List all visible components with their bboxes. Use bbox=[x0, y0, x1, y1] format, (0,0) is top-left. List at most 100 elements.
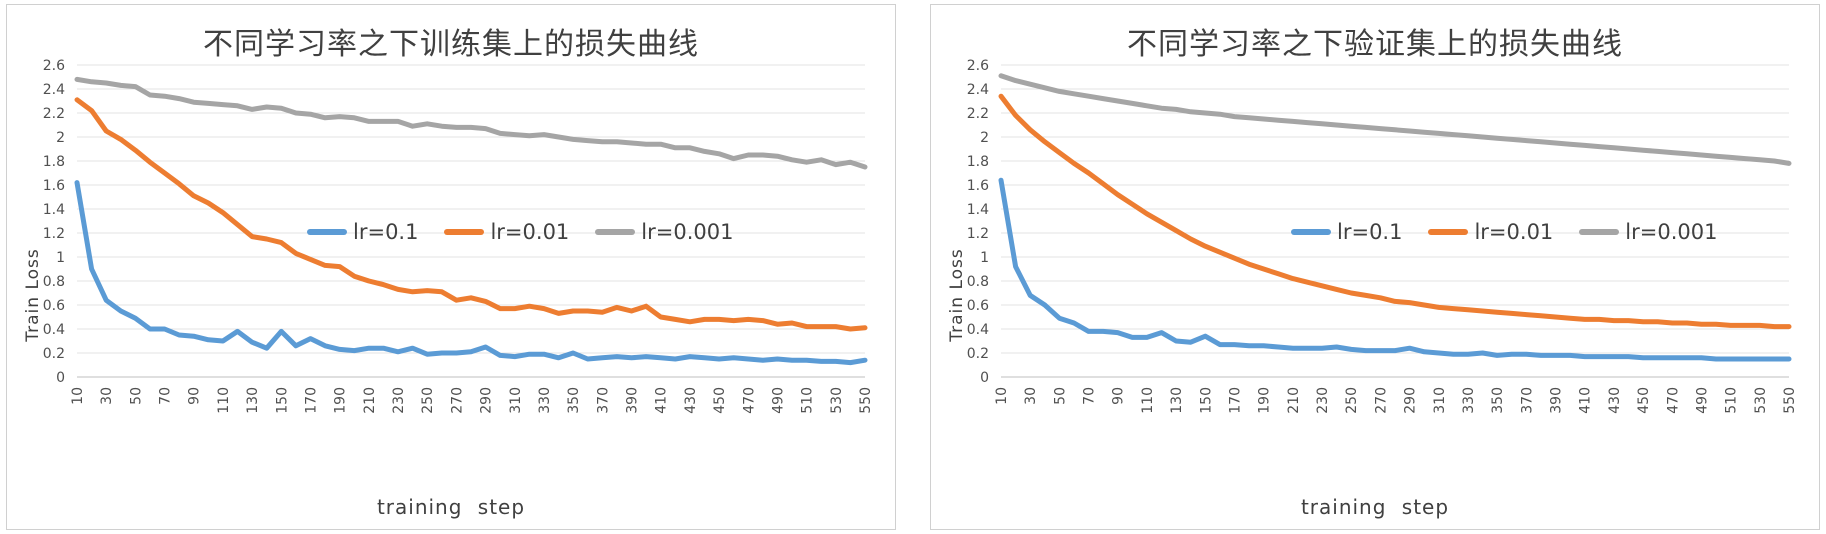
x-tick-label: 490 bbox=[770, 387, 786, 414]
chart-title: 不同学习率之下训练集上的损失曲线 bbox=[203, 27, 699, 62]
y-tick-label: 2.4 bbox=[43, 82, 65, 98]
y-tick-label: 1.2 bbox=[967, 226, 989, 242]
legend-label: lr=0.01 bbox=[490, 220, 570, 244]
series-line bbox=[74, 76, 868, 170]
x-tick-label: 90 bbox=[187, 387, 203, 405]
x-tick-label: 450 bbox=[1636, 387, 1652, 414]
train-loss-chart: 不同学习率之下训练集上的损失曲线 Train Loss training ste… bbox=[6, 4, 896, 530]
x-tick-label: 390 bbox=[1549, 387, 1565, 414]
x-tick-label: 290 bbox=[479, 387, 495, 414]
x-tick-label: 70 bbox=[1082, 387, 1098, 405]
x-tick-label: 270 bbox=[449, 387, 465, 414]
y-tick-label: 0.6 bbox=[967, 298, 989, 314]
legend-item: lr=0.01 bbox=[444, 220, 569, 244]
y-tick-label: 1.4 bbox=[967, 202, 989, 218]
y-tick-label: 0 bbox=[980, 370, 989, 386]
legend-label: lr=0.001 bbox=[641, 220, 734, 244]
x-tick-label: 470 bbox=[741, 387, 757, 414]
x-tick-label: 510 bbox=[800, 387, 816, 414]
legend-item: lr=0.01 bbox=[1428, 220, 1553, 244]
series-line bbox=[998, 73, 1792, 166]
x-axis-label: training step bbox=[376, 495, 526, 519]
x-tick-label: 490 bbox=[1694, 387, 1710, 414]
y-tick-label: 2 bbox=[56, 130, 65, 146]
x-tick-label: 10 bbox=[994, 387, 1010, 405]
y-tick-label: 0 bbox=[56, 370, 65, 386]
y-tick-label: 2.4 bbox=[967, 82, 989, 98]
x-tick-label: 230 bbox=[1315, 387, 1331, 414]
x-tick-label: 310 bbox=[508, 387, 524, 414]
legend: lr=0.1 lr=0.01 lr=0.001 bbox=[307, 220, 759, 244]
x-tick-label: 410 bbox=[654, 387, 670, 414]
x-tick-label: 430 bbox=[1607, 387, 1623, 414]
y-tick-label: 2.6 bbox=[43, 58, 65, 74]
y-tick-label: 2.2 bbox=[43, 106, 65, 122]
x-tick-label: 350 bbox=[566, 387, 582, 414]
x-tick-label: 370 bbox=[1519, 387, 1535, 414]
series-line bbox=[998, 93, 1792, 330]
y-tick-label: 0.2 bbox=[43, 346, 65, 362]
chart-plot: 0 0.2 0.4 0.6 0.8 1 1.2 1.4 1.6 1.8 2 2.2 2.4 2.6 10 30… bbox=[967, 58, 1798, 414]
y-tick-label: 1.6 bbox=[43, 178, 65, 194]
legend-item: lr=0.001 bbox=[1579, 220, 1717, 244]
x-tick-label: 210 bbox=[1286, 387, 1302, 414]
y-tick-label: 1.6 bbox=[967, 178, 989, 194]
y-tick-label: 1 bbox=[980, 250, 989, 266]
x-tick-label: 550 bbox=[1782, 387, 1798, 414]
y-tick-label: 1.2 bbox=[43, 226, 65, 242]
x-tick-label: 390 bbox=[625, 387, 641, 414]
x-tick-label: 130 bbox=[245, 387, 261, 414]
series-line bbox=[74, 180, 868, 366]
x-tick-label: 310 bbox=[1432, 387, 1448, 414]
legend: lr=0.1 lr=0.01 lr=0.001 bbox=[1291, 220, 1743, 244]
y-tick-label: 0.8 bbox=[967, 274, 989, 290]
legend-label: lr=0.1 bbox=[1337, 220, 1403, 244]
x-tick-label: 330 bbox=[1461, 387, 1477, 414]
x-tick-label: 110 bbox=[1140, 387, 1156, 414]
x-tick-label: 90 bbox=[1111, 387, 1127, 405]
y-tick-label: 2.6 bbox=[967, 58, 989, 74]
x-tick-label: 230 bbox=[391, 387, 407, 414]
legend-label: lr=0.001 bbox=[1625, 220, 1718, 244]
x-tick-label: 430 bbox=[683, 387, 699, 414]
legend-item: lr=0.1 bbox=[1291, 220, 1402, 244]
series-line bbox=[998, 177, 1792, 362]
y-tick-label: 0.2 bbox=[967, 346, 989, 362]
x-tick-label: 250 bbox=[420, 387, 436, 414]
chart-plot: 0 0.2 0.4 0.6 0.8 1 1.2 1.4 1.6 1.8 2 2.2 2.4 2.6 10 30… bbox=[43, 58, 874, 414]
y-tick-label: 2.2 bbox=[967, 106, 989, 122]
y-tick-label: 1 bbox=[56, 250, 65, 266]
legend-item: lr=0.001 bbox=[595, 220, 733, 244]
y-tick-label: 1.8 bbox=[967, 154, 989, 170]
y-tick-label: 0.8 bbox=[43, 274, 65, 290]
x-tick-label: 170 bbox=[303, 387, 319, 414]
y-tick-label: 0.6 bbox=[43, 298, 65, 314]
legend-label: lr=0.1 bbox=[353, 220, 419, 244]
legend-swatch bbox=[595, 229, 636, 235]
y-tick-label: 0.4 bbox=[43, 322, 65, 338]
x-tick-label: 550 bbox=[858, 387, 874, 414]
x-axis-label: training step bbox=[1300, 495, 1450, 519]
x-tick-label: 110 bbox=[216, 387, 232, 414]
x-tick-label: 350 bbox=[1490, 387, 1506, 414]
x-tick-label: 190 bbox=[333, 387, 349, 414]
x-tick-label: 150 bbox=[1198, 387, 1214, 414]
legend-swatch bbox=[307, 229, 347, 235]
x-tick-label: 530 bbox=[1753, 387, 1769, 414]
x-tick-label: 30 bbox=[1023, 387, 1039, 405]
legend-swatch bbox=[1428, 229, 1469, 235]
x-tick-label: 170 bbox=[1227, 387, 1243, 414]
x-tick-label: 410 bbox=[1578, 387, 1594, 414]
chart-title: 不同学习率之下验证集上的损失曲线 bbox=[1127, 27, 1623, 62]
validation-loss-chart: 不同学习率之下验证集上的损失曲线 Train Loss training ste… bbox=[930, 4, 1820, 530]
x-tick-label: 50 bbox=[128, 387, 144, 405]
x-tick-label: 210 bbox=[362, 387, 378, 414]
series-line bbox=[74, 97, 868, 332]
x-tick-label: 70 bbox=[158, 387, 174, 405]
x-tick-label: 510 bbox=[1724, 387, 1740, 414]
y-tick-label: 1.4 bbox=[43, 202, 65, 218]
x-tick-label: 130 bbox=[1169, 387, 1185, 414]
x-tick-label: 270 bbox=[1373, 387, 1389, 414]
x-tick-label: 330 bbox=[537, 387, 553, 414]
x-tick-label: 470 bbox=[1665, 387, 1681, 414]
